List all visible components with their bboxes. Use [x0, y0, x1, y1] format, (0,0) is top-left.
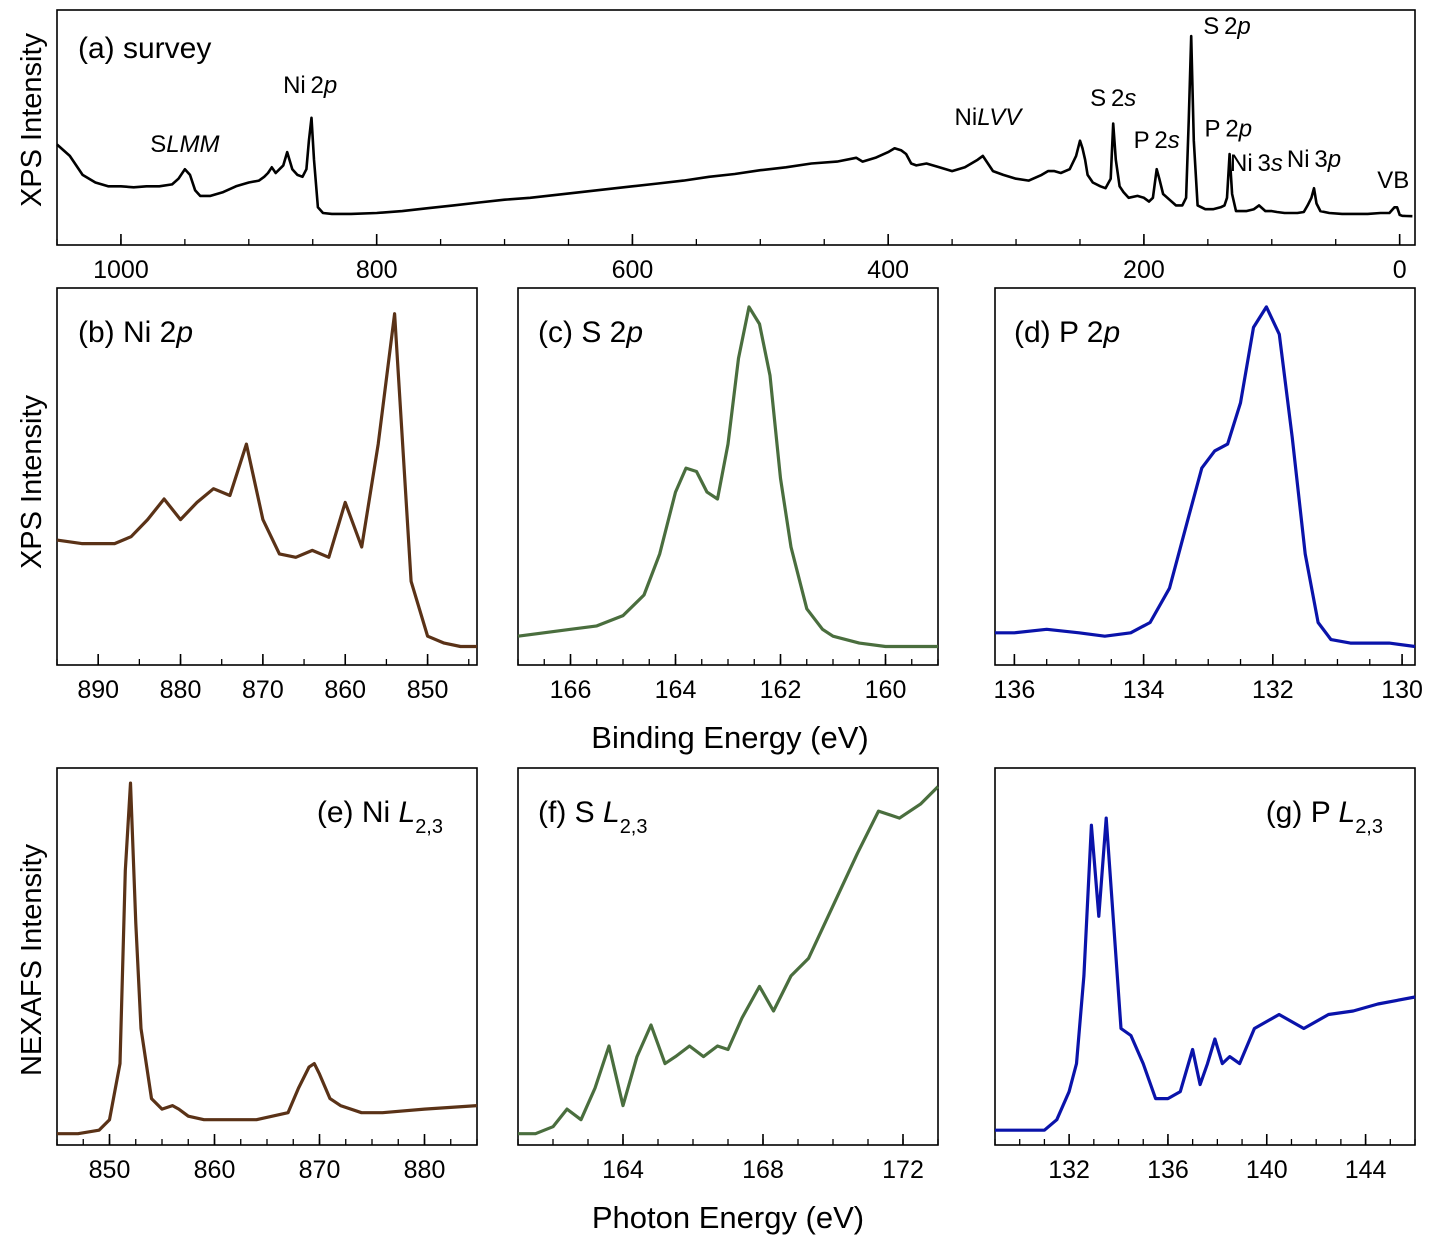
tick-label-g: 136 [1147, 1156, 1189, 1184]
panel-title-c: (c) S 2p [538, 316, 643, 349]
series-line-d [995, 305, 1416, 649]
tick-label-e: 850 [89, 1156, 131, 1184]
tick-label-a: 1000 [93, 256, 149, 284]
ylabel-nexafs: NEXAFS Intensity [16, 843, 48, 1076]
panel-title-a: (a) survey [78, 32, 211, 65]
ylabel-xps-top: XPS Intensity [16, 32, 48, 207]
panel-a: 1000 800 600 400 200 0 (a) survey SLMM Ni 2p NiLV… [56, 9, 1416, 284]
panel-d: 136 134 132 130 (d) P 2p [994, 287, 1423, 704]
axes-frame-d [994, 287, 1416, 666]
xlabel-binding-energy: Binding Energy (eV) [591, 720, 868, 755]
tick-label-b: 860 [324, 676, 366, 704]
panel-title-e: (e) Ni L2,3 [317, 796, 443, 838]
peak-label: P 2s [1134, 127, 1180, 154]
axes-frame-a [56, 9, 1416, 246]
tick-label-c: 162 [760, 676, 802, 704]
tick-label-a: 0 [1393, 256, 1407, 284]
tick-label-f: 164 [602, 1156, 644, 1184]
tick-label-c: 164 [655, 676, 697, 704]
panel-c: 166 164 162 160 (c) S 2p [517, 287, 939, 704]
series-line-b [56, 312, 477, 649]
panel-title-d: (d) P 2p [1014, 316, 1120, 349]
tick-label-a: 800 [356, 256, 398, 284]
panel-f: 164 168 172 (f) S L2,3 [517, 767, 940, 1184]
tick-label-d: 136 [994, 676, 1036, 704]
panel-title-g: (g) P L2,3 [1266, 796, 1383, 838]
panel-title-f: (f) S L2,3 [538, 796, 648, 838]
tick-label-e: 880 [404, 1156, 446, 1184]
tick-label-e: 860 [194, 1156, 236, 1184]
peak-label: Ni 2p [283, 72, 337, 99]
series-line-c [517, 305, 938, 649]
tick-label-d: 134 [1123, 676, 1165, 704]
ylabel-xps-mid: XPS Intensity [16, 394, 48, 569]
tick-label-a: 600 [612, 256, 654, 284]
tick-label-b: 850 [407, 676, 449, 704]
tick-label-g: 140 [1246, 1156, 1288, 1184]
tick-label-a: 400 [867, 256, 909, 284]
peak-label: VB [1377, 167, 1409, 194]
peak-label: S 2p [1203, 13, 1251, 40]
panel-title-b: (b) Ni 2p [78, 316, 193, 349]
axes-frame-b [56, 287, 478, 666]
tick-label-c: 166 [550, 676, 592, 704]
panel-b: 890 880 870 860 850 (b) Ni 2p [56, 287, 478, 704]
tick-label-f: 172 [882, 1156, 924, 1184]
tick-label-b: 870 [242, 676, 284, 704]
series-line-g [995, 816, 1416, 1132]
tick-label-d: 132 [1252, 676, 1294, 704]
tick-label-b: 890 [77, 676, 119, 704]
tick-label-f: 168 [742, 1156, 784, 1184]
tick-label-b: 880 [160, 676, 202, 704]
xlabel-photon-energy: Photon Energy (eV) [592, 1200, 864, 1235]
peak-label: S 2s [1090, 85, 1136, 112]
tick-label-c: 160 [865, 676, 907, 704]
peak-label: Ni 3s [1230, 150, 1283, 177]
tick-label-d: 130 [1381, 676, 1423, 704]
axes-frame-g [994, 767, 1416, 1146]
series-line-f [518, 785, 940, 1136]
tick-label-g: 144 [1345, 1156, 1387, 1184]
tick-label-a: 200 [1123, 256, 1165, 284]
series-line-e [57, 781, 478, 1136]
peak-label: SLMM [150, 131, 219, 158]
series-line-a [56, 34, 1413, 218]
tick-label-e: 870 [299, 1156, 341, 1184]
panel-e: 850 860 870 880 (e) Ni L2,3 [56, 767, 478, 1184]
peak-label: P 2p [1205, 116, 1253, 143]
peak-label: NiLVV [955, 104, 1024, 131]
tick-label-g: 132 [1048, 1156, 1090, 1184]
panel-g: 132 136 140 144 (g) P L2,3 [994, 767, 1416, 1184]
peak-label: Ni 3p [1287, 146, 1341, 173]
